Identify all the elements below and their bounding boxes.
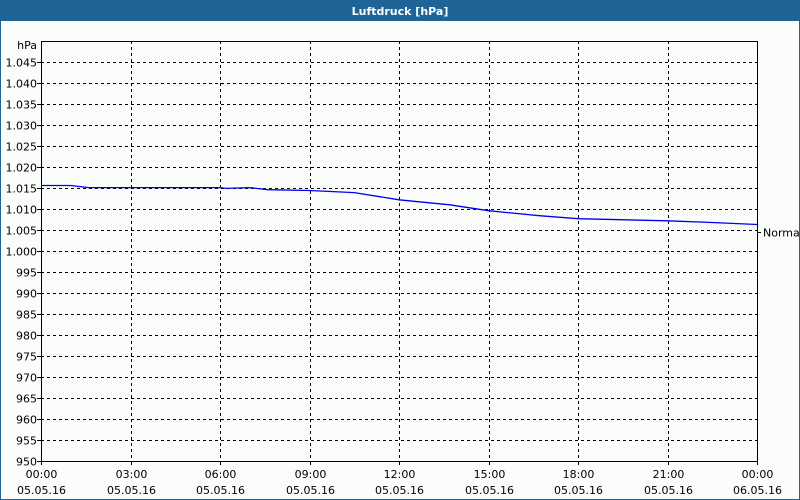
y-tick-label: 960 [16,414,37,427]
x-tick-date: 05.05.16 [554,484,603,497]
y-tick-label: 1.015 [6,183,38,196]
y-tick-label: 1.020 [6,162,38,175]
normal-label: Normal [763,227,800,240]
y-tick-label: 950 [16,456,37,469]
x-tick-time: 18:00 [563,468,595,481]
x-tick-date: 05.05.16 [375,484,424,497]
y-tick-label: 975 [16,351,37,364]
y-tick-label: 970 [16,372,37,385]
y-tick-label: 1.005 [6,225,38,238]
y-tick-label: 955 [16,435,37,448]
y-tick-label: 1.040 [6,78,38,91]
y-tick-label: 1.025 [6,141,38,154]
y-tick-label: 1.045 [6,57,38,70]
x-tick-date: 05.05.16 [286,484,335,497]
y-tick-label: 985 [16,309,37,322]
y-tick-label: 1.035 [6,99,38,112]
x-tick-time: 12:00 [384,468,416,481]
y-tick-label: 990 [16,288,37,301]
y-tick-label: 965 [16,393,37,406]
x-tick-date: 05.05.16 [107,484,156,497]
x-tick-date: 05.05.16 [17,484,66,497]
x-tick-time: 21:00 [653,468,685,481]
x-tick-date: 05.05.16 [196,484,245,497]
x-tick-date: 05.05.16 [465,484,514,497]
y-tick-label: 1.000 [6,246,38,259]
x-tick-time: 09:00 [295,468,327,481]
y-axis-label: hPa [17,39,37,52]
x-tick-time: 06:00 [205,468,237,481]
plot-frame [41,41,758,462]
x-tick-time: 00:00 [26,468,58,481]
pressure-line [41,184,758,226]
x-tick-time: 03:00 [116,468,148,481]
x-tick-date: 06.05.16 [733,484,782,497]
x-tick-date: 05.05.16 [644,484,693,497]
y-tick-label: 980 [16,330,37,343]
y-tick-label: 1.010 [6,204,38,217]
y-tick-label: 995 [16,267,37,280]
y-tick-label: 1.030 [6,120,38,133]
chart-title: Luftdruck [hPa] [1,1,799,21]
x-tick-time: 15:00 [474,468,506,481]
x-tick-time: 00:00 [742,468,774,481]
